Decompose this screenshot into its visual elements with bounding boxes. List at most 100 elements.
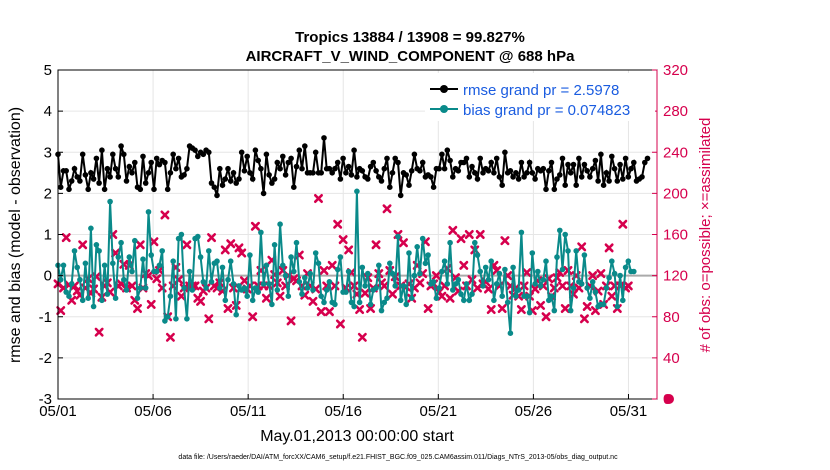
obs-count-marker <box>308 296 318 306</box>
rmse-point <box>104 165 111 172</box>
bias-point <box>162 318 168 324</box>
obs-count-marker <box>557 281 567 291</box>
rmse-point <box>115 174 122 180</box>
rmse-point <box>345 163 352 170</box>
bias-point <box>488 258 495 265</box>
right-tick-label: 280 <box>663 103 688 120</box>
obs-count-marker <box>475 230 485 239</box>
rmse-point <box>587 174 593 180</box>
right-tick-label: 160 <box>663 227 688 244</box>
right-tick-label: 40 <box>663 350 680 367</box>
obs-count-marker <box>448 225 458 235</box>
bias-point <box>367 301 374 308</box>
bias-point <box>389 270 396 277</box>
left-tick-label: 0 <box>44 268 52 285</box>
bias-point <box>310 287 316 293</box>
left-axis-ticks: 5 4 3 2 1 0 -1 -2 -3 <box>39 62 63 408</box>
bias-point <box>323 287 330 293</box>
bias-point <box>502 266 508 273</box>
obs-count-marker <box>316 307 326 317</box>
bias-point <box>447 239 453 246</box>
bias-point <box>546 297 552 304</box>
bias-point <box>99 297 105 304</box>
rmse-point <box>625 174 632 180</box>
legend-rmse-marker <box>440 85 448 93</box>
rmse-point <box>280 153 286 160</box>
rmse-point <box>156 161 163 168</box>
bias-point <box>203 285 209 291</box>
obs-count-marker <box>207 233 217 243</box>
rmse-point <box>343 170 349 176</box>
rmse-point <box>99 147 105 153</box>
obs-count-marker <box>338 235 348 245</box>
bias-point <box>68 281 75 287</box>
bias-point <box>137 285 144 291</box>
x-tick-label: 05/01 <box>39 403 77 420</box>
obs-count-marker <box>94 327 104 337</box>
bias-point <box>156 262 163 269</box>
obs-count-marker <box>596 269 606 279</box>
bias-point <box>395 233 401 240</box>
bias-point <box>417 270 423 277</box>
rmse-point <box>614 178 621 184</box>
bias-point <box>581 252 588 258</box>
bias-point <box>222 297 229 304</box>
rmse-point <box>110 151 116 158</box>
bias-point <box>524 293 530 300</box>
bias-point <box>499 293 506 300</box>
bias-point <box>236 283 242 289</box>
rmse-point <box>565 161 571 168</box>
obs-count-marker <box>357 332 367 342</box>
bias-point <box>96 248 102 254</box>
rmse-point <box>529 170 536 176</box>
obs-count-marker <box>541 312 551 322</box>
rmse-point <box>378 178 385 184</box>
bias-point <box>304 285 311 291</box>
rmse-point <box>181 172 187 178</box>
bias-point <box>85 295 91 302</box>
obs-count-marker <box>497 304 507 314</box>
x-tick-label: 05/06 <box>134 403 172 420</box>
obs-count-marker <box>152 274 162 284</box>
bias-point <box>458 291 464 297</box>
bias-point <box>620 297 626 304</box>
obs-count-marker <box>382 204 392 214</box>
rmse-point <box>112 165 119 172</box>
rmse-point <box>595 178 601 184</box>
obs-count-marker <box>135 240 145 250</box>
bias-point <box>274 287 281 293</box>
obs-count-marker <box>176 291 186 301</box>
bias-point <box>540 276 547 283</box>
rmse-point <box>96 180 102 186</box>
bias-point <box>126 254 133 260</box>
obs-count-marker <box>379 281 389 291</box>
bias-point <box>315 260 322 267</box>
rmse-point <box>493 155 500 162</box>
bias-point <box>178 231 185 238</box>
rmse-point <box>85 186 91 193</box>
rmse-point <box>428 174 434 180</box>
obs-count-marker <box>577 242 587 252</box>
rmse-point <box>337 176 344 182</box>
bias-point <box>455 276 462 283</box>
rmse-point <box>450 174 456 180</box>
bias-point <box>466 297 473 304</box>
bias-point <box>452 281 459 287</box>
left-tick-label: -2 <box>39 350 52 367</box>
rmse-point <box>397 192 404 199</box>
bias-point <box>472 239 478 246</box>
bias-point <box>318 293 325 300</box>
rmse-point <box>419 159 426 166</box>
obs-count-marker <box>371 240 381 250</box>
bias-point <box>219 264 226 271</box>
bias-point <box>195 233 201 240</box>
bias-point <box>565 248 571 254</box>
bias-point <box>129 268 135 275</box>
rmse-point <box>334 159 341 166</box>
rmse-point <box>644 155 651 162</box>
rmse-point <box>299 165 305 172</box>
bias-point <box>378 307 385 314</box>
rmse-point <box>291 184 297 190</box>
obs-count-marker <box>604 243 614 253</box>
bias-point <box>57 276 64 283</box>
